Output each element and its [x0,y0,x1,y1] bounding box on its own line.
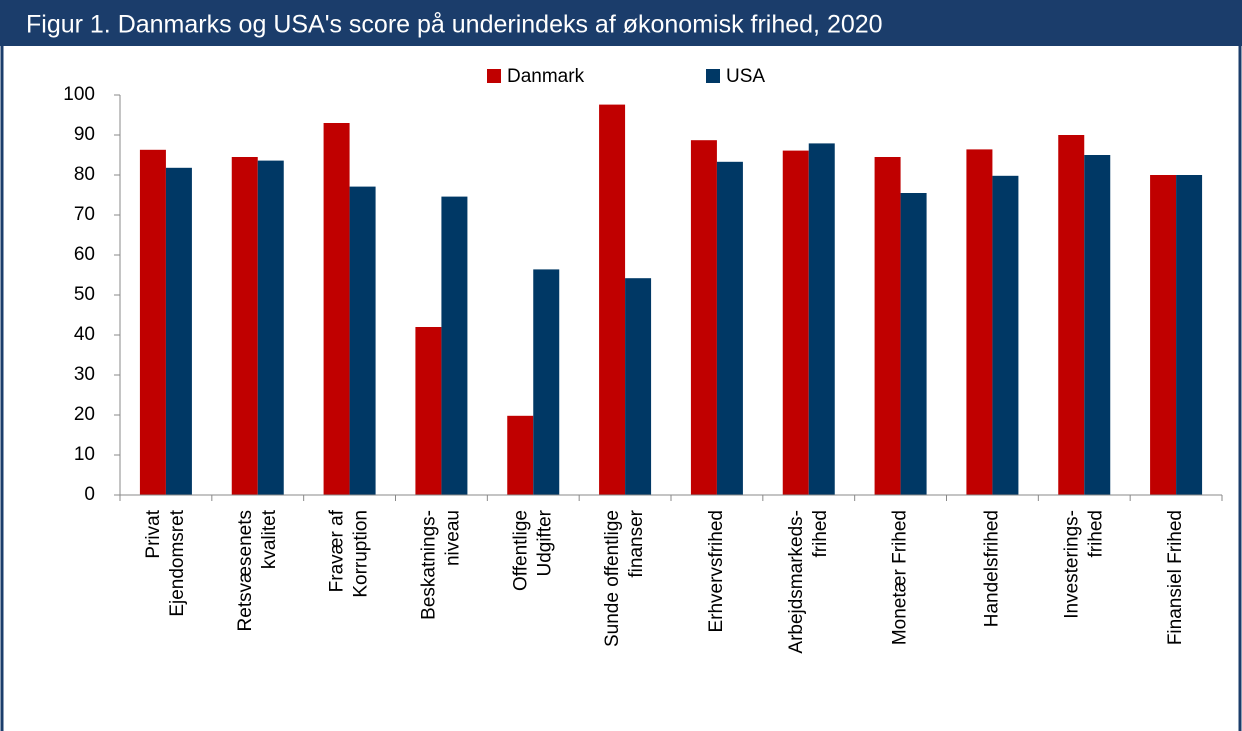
bar [441,196,468,495]
x-tick-label: Retsvæsenets kvalitet [235,509,280,631]
x-tick-label: Fravær af Korruption [327,509,372,597]
x-tick-label: Privat Ejendomsret [143,509,188,616]
x-tick-label: Finansiel Frihed [1165,510,1186,645]
bar [139,149,166,496]
legend-label: USA [726,66,765,87]
legend-swatch [706,69,720,83]
legend-swatch [487,69,501,83]
bar [808,143,835,495]
bar [1058,135,1085,495]
y-tick-label: 10 [74,444,95,465]
bar [966,149,993,495]
bar [349,186,376,495]
bar [415,327,442,495]
y-tick-label: 50 [74,284,95,305]
chart-title: Figur 1. Danmarks og USA's score på unde… [26,11,883,39]
title-bar [0,0,1242,46]
x-tick-label: Offentlige Udgifter [510,509,555,591]
bar [231,157,258,495]
bar [716,161,743,496]
bar [900,193,927,495]
bar [257,160,284,495]
x-tick-label: Sunde offentlige finanser [602,509,647,647]
y-tick-label: 20 [74,404,95,425]
x-tick-label: Erhvervsfrihed [706,510,727,633]
legend-label: Danmark [507,66,585,87]
bar [1176,175,1203,495]
bar [1084,155,1111,495]
y-tick-label: 60 [74,244,95,265]
x-tick-label: Monetær Frihed [890,510,911,645]
y-tick-label: 70 [74,204,95,225]
bar [599,104,626,495]
x-tick-label: Handelsfrihed [981,510,1002,627]
bar [533,269,560,495]
bar [625,278,652,495]
bar [323,123,350,495]
bar [165,167,192,496]
bar [1150,175,1177,495]
x-tick-label: Arbejdsmarkeds-frihed [786,510,831,654]
bar [874,157,901,495]
y-tick-label: 40 [74,324,95,345]
bar [992,175,1019,496]
y-tick-label: 100 [63,84,95,105]
x-tick-label: Beskatnings-niveau [418,510,463,620]
y-tick-label: 0 [84,484,95,505]
bar [782,150,809,495]
bar [690,140,717,495]
y-tick-label: 80 [74,164,95,185]
y-tick-label: 90 [74,124,95,145]
y-tick-label: 30 [74,364,95,385]
bar [507,415,534,495]
x-tick-label: Investerings-frihed [1061,510,1106,619]
